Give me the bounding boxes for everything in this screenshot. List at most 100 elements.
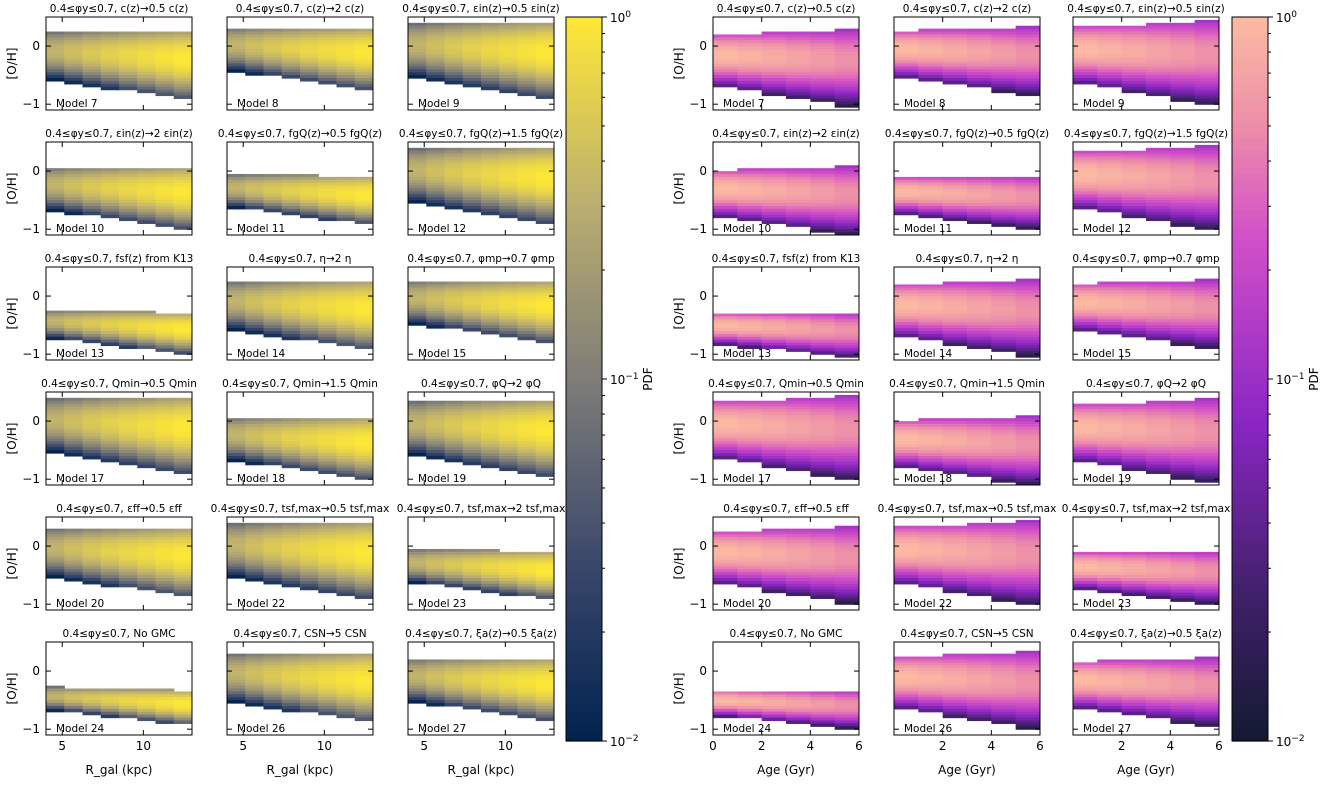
- heatmap-cell: [713, 703, 738, 707]
- heatmap-cell: [354, 284, 373, 288]
- heatmap-cell: [1097, 426, 1123, 431]
- y-tick-label: −1: [22, 347, 40, 361]
- heatmap-cell: [1073, 75, 1098, 79]
- heatmap-cell: [942, 296, 968, 300]
- heatmap-cell: [245, 421, 265, 425]
- heatmap-cell: [810, 211, 836, 216]
- heatmap-cell: [64, 69, 84, 73]
- heatmap-cell: [300, 296, 319, 300]
- heatmap-cell: [1121, 467, 1147, 472]
- heatmap-cell: [46, 31, 65, 36]
- heatmap-cell: [263, 461, 283, 466]
- heatmap-cell: [462, 560, 482, 565]
- heatmap-cell: [942, 28, 968, 33]
- heatmap-cell: [245, 63, 265, 68]
- heatmap-cell: [737, 543, 763, 547]
- heatmap-cell: [894, 455, 919, 460]
- heatmap-cell: [761, 203, 787, 207]
- heatmap-cell: [535, 293, 554, 297]
- heatmap-cell: [263, 563, 283, 568]
- heatmap-cell: [535, 214, 554, 219]
- heatmap-cell: [517, 66, 537, 70]
- heatmap-cell: [64, 80, 84, 85]
- heatmap-cell: [499, 83, 519, 88]
- heatmap-cell: [245, 540, 265, 544]
- heatmap-cell: [991, 211, 1017, 216]
- heatmap-cell: [408, 182, 427, 187]
- heatmap-cell: [64, 325, 84, 329]
- heatmap-cell: [737, 406, 763, 411]
- heatmap-cell: [300, 333, 319, 338]
- heatmap-cell: [300, 325, 319, 329]
- heatmap-cell: [786, 51, 811, 56]
- heatmap-cell: [1121, 450, 1147, 454]
- heatmap-cell: [173, 580, 192, 585]
- heatmap-cell: [834, 78, 859, 82]
- heatmap-cell: [318, 333, 338, 338]
- heatmap-cell: [918, 705, 944, 710]
- heatmap-cell: [64, 72, 84, 76]
- heatmap-cell: [64, 43, 84, 47]
- heatmap-cell: [786, 467, 811, 472]
- heatmap-cell: [281, 540, 301, 544]
- heatmap-cell: [786, 714, 811, 719]
- heatmap-cell: [263, 200, 283, 204]
- heatmap-cell: [100, 438, 120, 443]
- heatmap-cell: [967, 31, 992, 36]
- heatmap-cell: [894, 662, 919, 666]
- heatmap-cell: [137, 447, 157, 451]
- heatmap-cell: [786, 194, 811, 198]
- heatmap-cell: [173, 560, 192, 565]
- heatmap-cell: [336, 583, 356, 588]
- heatmap-cell: [462, 319, 482, 323]
- heatmap-cell: [991, 421, 1017, 425]
- heatmap-cell: [155, 569, 175, 573]
- heatmap-cell: [967, 461, 992, 466]
- heatmap-cell: [713, 339, 738, 344]
- heatmap-cell: [426, 304, 446, 309]
- heatmap-cell: [918, 418, 944, 422]
- heatmap-cell: [1073, 551, 1098, 556]
- heatmap-cell: [173, 214, 192, 219]
- heatmap-cell: [155, 203, 175, 207]
- heatmap-cell: [834, 63, 859, 68]
- heatmap-cell: [64, 453, 84, 457]
- model-label: Model 7: [723, 98, 765, 110]
- heatmap-cell: [761, 435, 787, 440]
- heatmap-cell: [481, 173, 500, 178]
- heatmap-cell: [737, 418, 763, 422]
- heatmap-cell: [64, 566, 84, 570]
- heatmap-cell: [942, 543, 968, 547]
- heatmap-cell: [834, 66, 859, 70]
- heatmap-cell: [894, 435, 919, 440]
- heatmap-cell: [245, 578, 265, 582]
- heatmap-cell: [481, 435, 500, 440]
- heatmap-cell: [737, 43, 763, 47]
- heatmap-cell: [408, 298, 427, 303]
- heatmap-cell: [155, 426, 175, 431]
- heatmap-cell: [1073, 426, 1098, 431]
- heatmap-cell: [786, 534, 811, 538]
- heatmap-cell: [137, 441, 157, 445]
- heatmap-cell: [227, 569, 246, 573]
- heatmap-cell: [82, 179, 102, 184]
- heatmap-cell: [834, 447, 859, 451]
- heatmap-cell: [942, 313, 968, 318]
- heatmap-cell: [336, 83, 356, 88]
- heatmap-cell: [408, 31, 427, 36]
- heatmap-cell: [834, 595, 859, 599]
- heatmap-cell: [1170, 296, 1196, 300]
- heatmap-cell: [535, 211, 554, 216]
- heatmap-cell: [1073, 560, 1098, 565]
- heatmap-cell: [786, 540, 811, 544]
- panel-title: 0.4≤φy≤0.7, φmp→0.7 φmp: [407, 253, 555, 265]
- heatmap-cell: [942, 673, 968, 678]
- heatmap-cell: [1015, 290, 1040, 294]
- heatmap-cell: [444, 48, 464, 53]
- panel-frame: [407, 16, 555, 111]
- heatmap-cell: [834, 557, 859, 562]
- heatmap-cell: [82, 412, 102, 416]
- heatmap-cell: [918, 66, 944, 70]
- heatmap-cell: [64, 534, 84, 538]
